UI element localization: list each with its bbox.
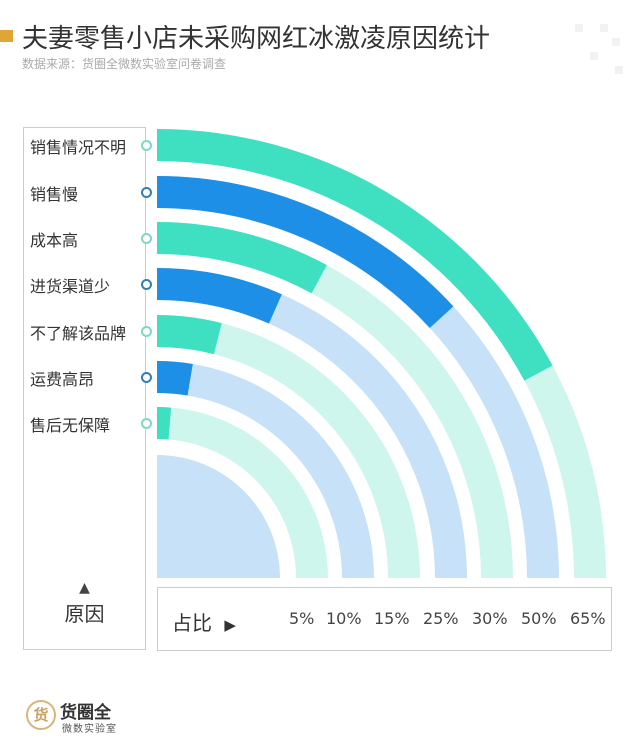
logo-mark: 货 [26,700,56,730]
legend-marker-icon [141,418,152,429]
legend-marker-icon [141,233,152,244]
category-label: 售后无保障 [30,416,111,435]
value-label: 50% [521,609,557,628]
category-axis-title: ▲ 原因 [23,580,146,627]
value-axis-title: 占比 ▶ [172,607,236,636]
bar-4 [157,315,222,355]
bar-6 [157,407,172,440]
decorative-dot [590,52,598,60]
legend-marker-icon [141,372,152,383]
right-triangle-icon: ▶ [224,616,236,634]
decorative-dot [612,38,620,46]
data-source: 数据来源：货圈全微数实验室问卷调查 [22,57,227,71]
value-label: 30% [472,609,508,628]
up-triangle-icon: ▲ [79,580,90,596]
bar-track [157,407,328,578]
category-label: 销售情况不明 [30,138,127,157]
decorative-dot [600,24,608,32]
bar-1 [157,176,454,329]
bar-0 [157,129,553,381]
bar-track [157,222,513,578]
value-label: 5% [289,609,315,628]
category-label: 销售慢 [30,185,79,204]
value-label: 10% [326,609,362,628]
value-axis-label: 占比 [172,611,212,635]
value-label: 15% [374,609,410,628]
value-label: 25% [423,609,459,628]
value-legend-box [157,587,612,651]
legend-marker-icon [141,326,152,337]
decorative-dot [615,66,623,74]
title-accent-bar [0,30,13,42]
center-quarter-disc [157,455,280,578]
decorative-dot [575,24,583,32]
legend-marker-icon [141,279,152,290]
page-title: 夫妻零售小店未采购网红冰激凌原因统计 [22,24,491,54]
legend-marker-icon [141,140,152,151]
category-label: 成本高 [30,231,79,250]
value-label: 65% [570,609,606,628]
category-axis-label: 原因 [64,602,105,626]
category-label: 进货渠道少 [30,277,111,296]
legend-marker-icon [141,187,152,198]
logo-subtitle: 微数实验室 [62,724,117,735]
category-legend-box [23,127,146,650]
category-label: 运费高昂 [30,370,95,389]
bar-5 [157,361,193,396]
bar-3 [157,268,282,324]
logo-name: 货圈全 [60,703,111,723]
category-label: 不了解该品牌 [30,324,127,343]
bar-2 [157,222,327,294]
